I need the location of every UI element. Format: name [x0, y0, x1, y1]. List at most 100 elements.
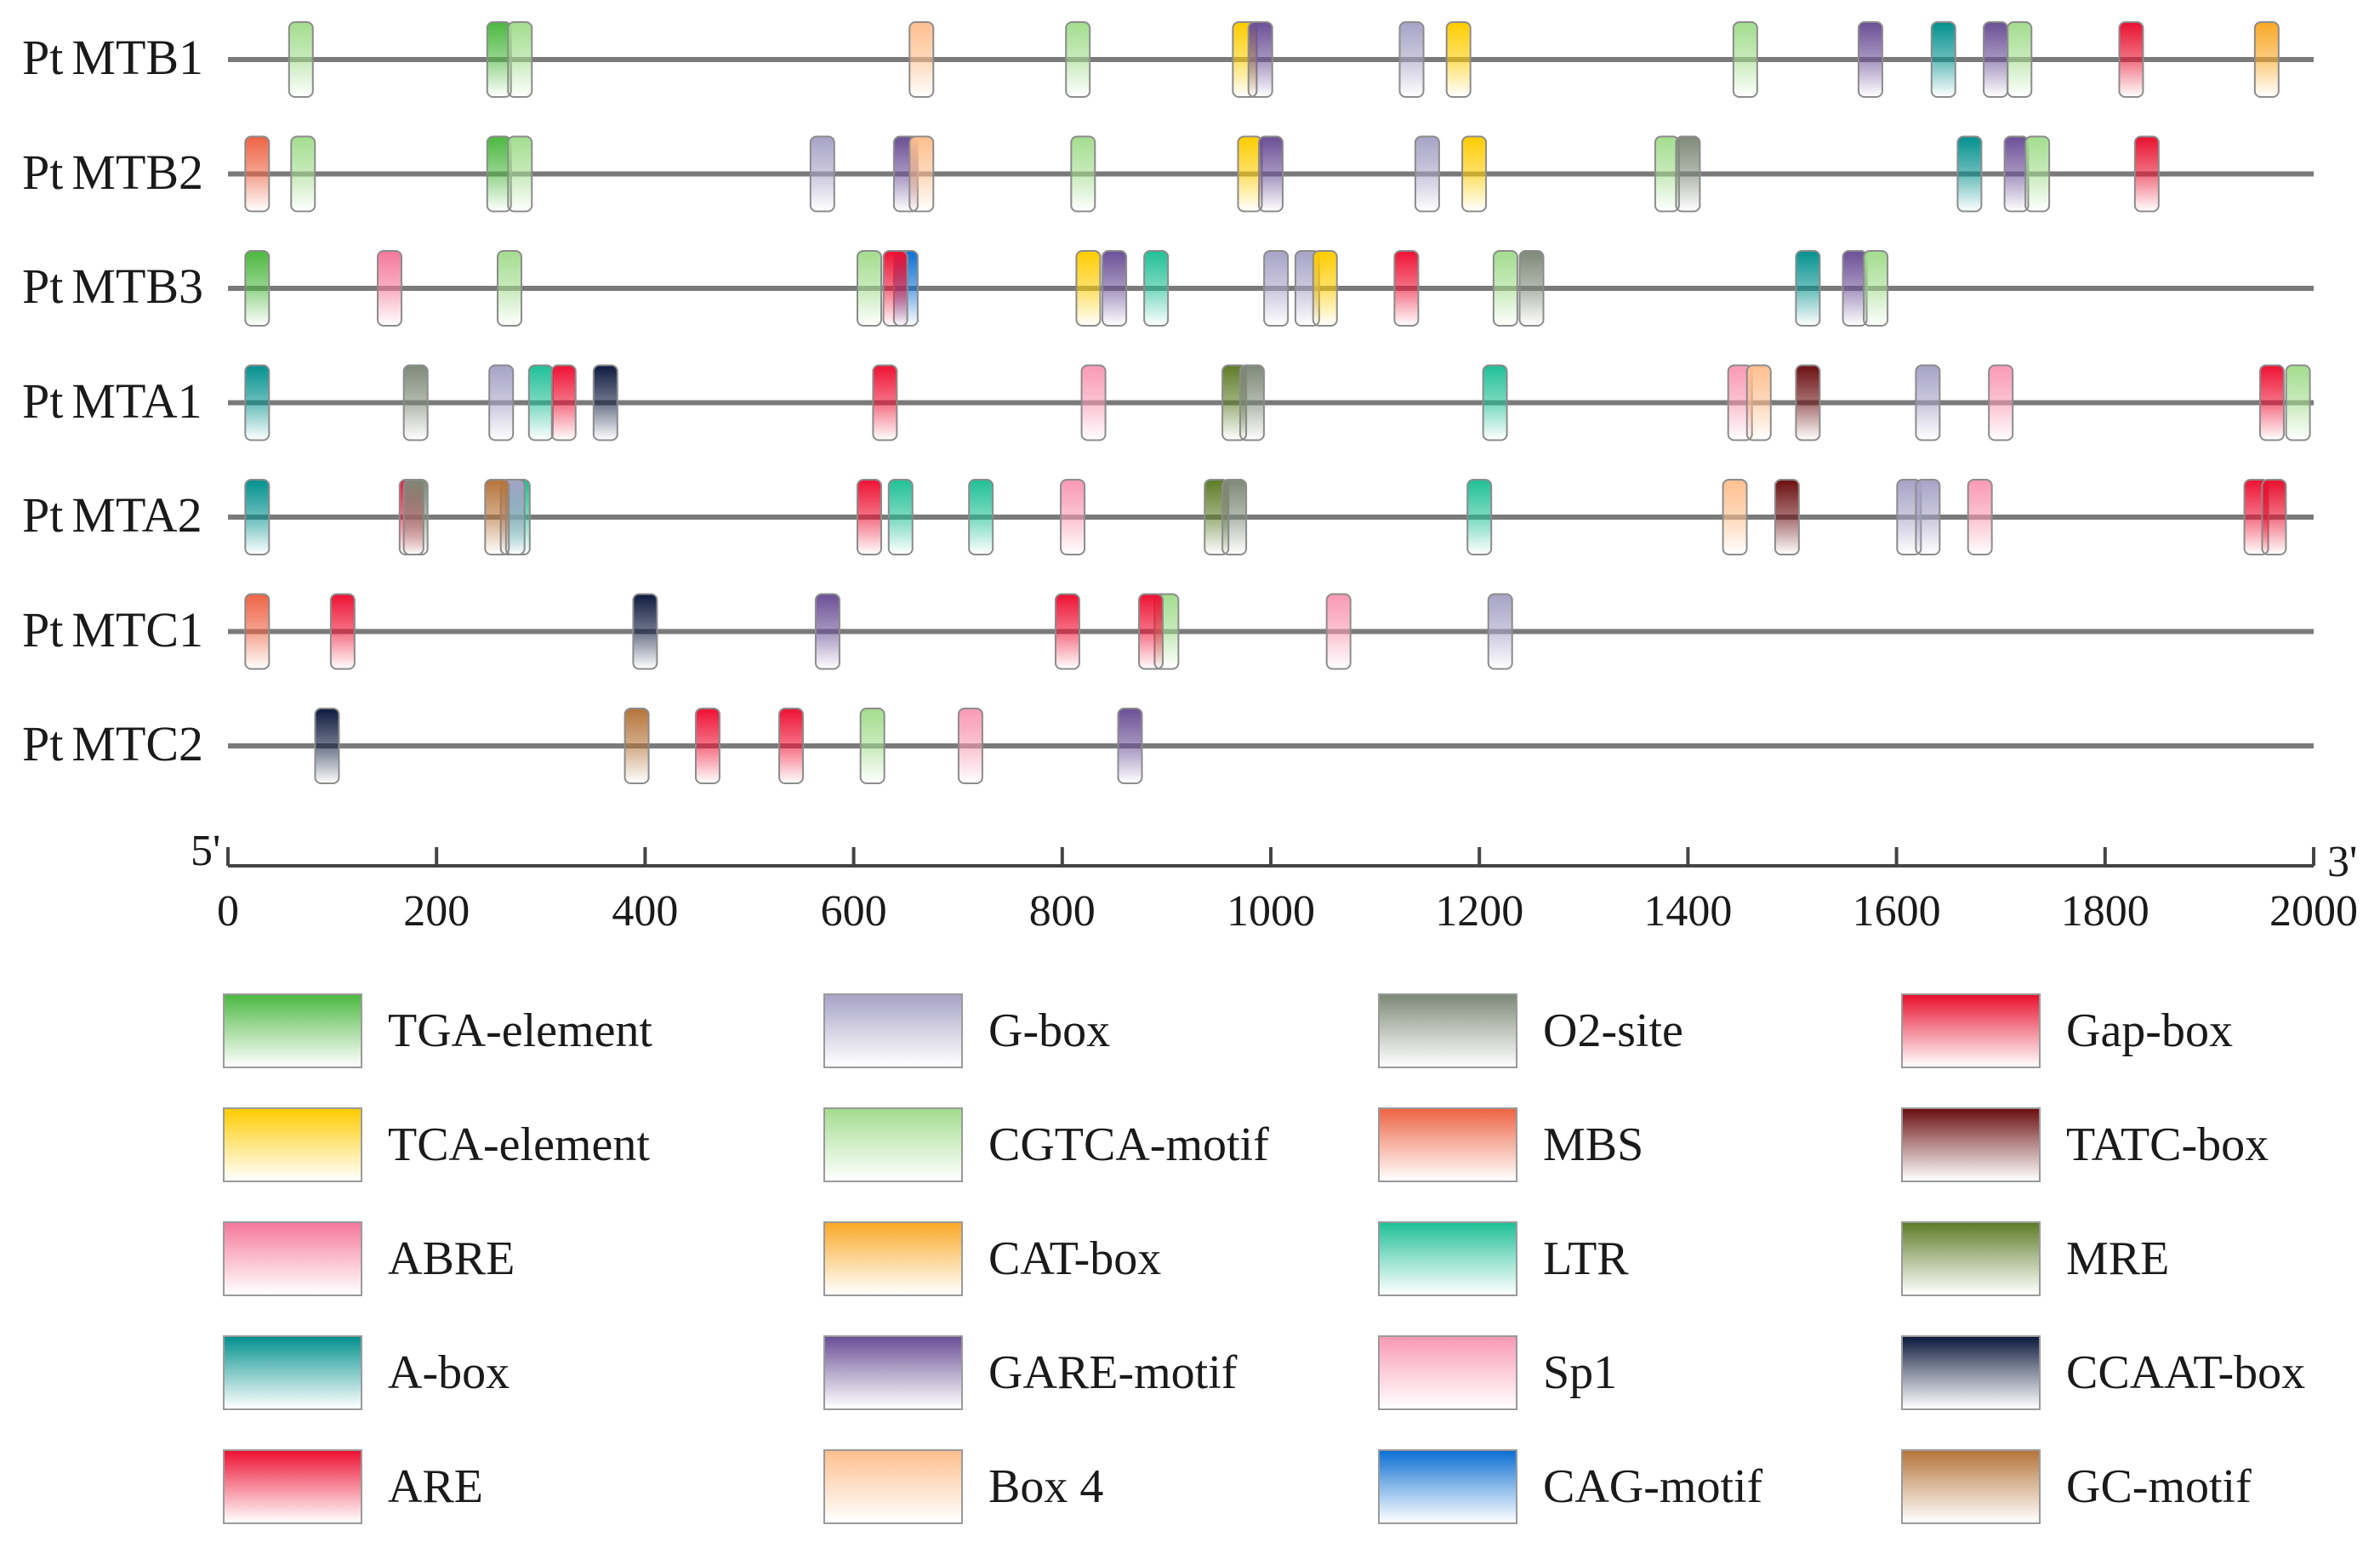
element-tca-element: TCA-element [1461, 135, 1488, 213]
element-mbs: MBS [244, 135, 270, 213]
element-abre: ABRE [377, 250, 403, 327]
legend-item-tatc-box: TATC-box [1901, 1107, 2269, 1182]
element-a-box: A-box [244, 479, 270, 555]
gene-label-mtb2: Pt MTB2 [22, 144, 204, 200]
element-cgtca-motif: CGTCA-motif [856, 250, 882, 327]
legend-label: CAG-motif [1543, 1460, 1763, 1513]
element-are: ARE [856, 479, 882, 555]
element-tatc-box: TATC-box [1795, 364, 1821, 441]
element-g-box: G-box [1487, 593, 1513, 670]
legend-item-cgtca-motif: CGTCA-motif [823, 1107, 1269, 1182]
legend-label: LTR [1543, 1232, 1629, 1285]
gene-label-mtc2: Pt MTC2 [22, 719, 203, 770]
gene-elements: CGTCA-motif TGA-element CGTCA-motif Box 4 CG… [244, 21, 2311, 784]
legend-item-g-box: G-box [823, 993, 1110, 1068]
element-ccaat-box: CCAAT-box [632, 593, 658, 670]
element-cat-box: CAT-box [2253, 21, 2280, 98]
gene-prefix: Pt [22, 716, 64, 771]
legend-swatch [1901, 1335, 2041, 1410]
element-g-box: G-box [1263, 250, 1290, 327]
legend-swatch [1901, 1107, 2041, 1182]
gene-prefix: Pt [22, 259, 64, 314]
legend-swatch [223, 1221, 362, 1296]
legend-swatch [1378, 1335, 1517, 1410]
element-cgtca-motif: CGTCA-motif [2285, 364, 2311, 441]
element-o2-site: O2-site [402, 479, 429, 555]
axis-tick-label: 2000 [2269, 887, 2358, 936]
element-g-box: G-box [1915, 364, 1941, 441]
element-tca-element: TCA-element [1312, 250, 1338, 327]
element-a-box: A-box [1956, 135, 1983, 213]
gene-name: MTA2 [71, 487, 202, 543]
element-g-box: G-box [809, 135, 835, 213]
gene-label-mtb3: Pt MTB3 [22, 261, 203, 312]
legend-swatch [223, 1107, 362, 1182]
axis-end-label: 3' [2327, 838, 2358, 886]
element-are: ARE [882, 250, 908, 327]
element-gare-motif: GARE-motif [814, 593, 840, 670]
element-cgtca-motif: CGTCA-motif [288, 21, 314, 98]
element-gare-motif: GARE-motif [1983, 21, 2009, 98]
element-box-4: Box 4 [908, 21, 935, 98]
element-o2-site: O2-site [402, 364, 429, 441]
element-sp1: Sp1 [957, 708, 983, 784]
legend-item-cat-box: CAT-box [823, 1221, 1161, 1296]
element-gap-box: Gap-box [2118, 21, 2144, 98]
element-ltr: LTR [887, 479, 914, 555]
legend-item-gc-motif: GC-motif [1901, 1449, 2252, 1524]
element-are: ARE [1393, 250, 1420, 327]
element-gare-motif: GARE-motif [1247, 21, 1273, 98]
legend-label: MBS [1543, 1118, 1644, 1171]
legend-swatch [823, 1335, 963, 1410]
legend-label: ARE [388, 1460, 483, 1513]
element-gare-motif: GARE-motif [1102, 250, 1128, 327]
legend-label: CAT-box [988, 1232, 1162, 1285]
legend-item-a-box: A-box [223, 1335, 510, 1410]
legend-item-ccaat-box: CCAAT-box [1901, 1335, 2305, 1410]
element-g-box: G-box [1915, 479, 1941, 555]
gene-name: MTA1 [71, 373, 202, 429]
gene-label-mta2: Pt MTA2 [22, 490, 202, 541]
gene-label-mtb1: Pt MTB1 [22, 32, 203, 83]
legend-swatch [1378, 1449, 1517, 1524]
element-gare-motif: GARE-motif [1857, 21, 1883, 98]
legend-label: ABRE [388, 1232, 515, 1285]
element-gap-box: Gap-box [2261, 479, 2287, 555]
legend-swatch [1901, 993, 2041, 1068]
legend-item-mbs: MBS [1378, 1107, 1643, 1182]
gene-prefix: Pt [22, 144, 64, 200]
axis-tick-label: 1000 [1227, 887, 1315, 936]
legend-item-ltr: LTR [1378, 1221, 1629, 1296]
element-ltr: LTR [968, 479, 994, 555]
gene-prefix: Pt [22, 487, 64, 543]
legend-item-tga-element: TGA-element [223, 993, 652, 1068]
element-tca-element: TCA-element [1445, 21, 1472, 98]
element-mbs: MBS [244, 593, 270, 670]
element-ccaat-box: CCAAT-box [592, 364, 618, 441]
element-ltr: LTR [1466, 479, 1493, 555]
element-o2-site: O2-site [1238, 364, 1265, 441]
element-ltr: LTR [1482, 364, 1508, 441]
legend-item-tca-element: TCA-element [223, 1107, 650, 1182]
element-cgtca-motif: CGTCA-motif [1863, 250, 1889, 327]
element-o2-site: O2-site [1221, 479, 1248, 555]
gene-name: MTB3 [71, 259, 204, 314]
axis-tick-label: 800 [1029, 887, 1096, 936]
legend-item-cag-motif: CAG-motif [1378, 1449, 1762, 1524]
element-are: ARE [778, 708, 805, 784]
gene-label-mta1: Pt MTA1 [22, 373, 202, 429]
element-cgtca-motif: CGTCA-motif [859, 708, 885, 784]
element-o2-site: O2-site [1518, 250, 1545, 327]
element-gc-motif: GC-motif [484, 479, 510, 555]
gene-name: MTB2 [71, 144, 204, 200]
element-are: ARE [1138, 593, 1164, 670]
legend-item-are: ARE [223, 1449, 483, 1524]
legend-label: GC-motif [2066, 1460, 2252, 1513]
axis-tick-label: 1200 [1435, 887, 1523, 936]
axis-tick-label: 600 [821, 887, 887, 936]
element-g-box: G-box [488, 364, 515, 441]
legend-label: GARE-motif [988, 1346, 1238, 1399]
legend-label: Box 4 [988, 1460, 1104, 1513]
element-gc-motif: GC-motif [623, 708, 650, 784]
promoter-diagram: CGTCA-motif TGA-element CGTCA-motif Box 4 CG… [217, 21, 2358, 936]
